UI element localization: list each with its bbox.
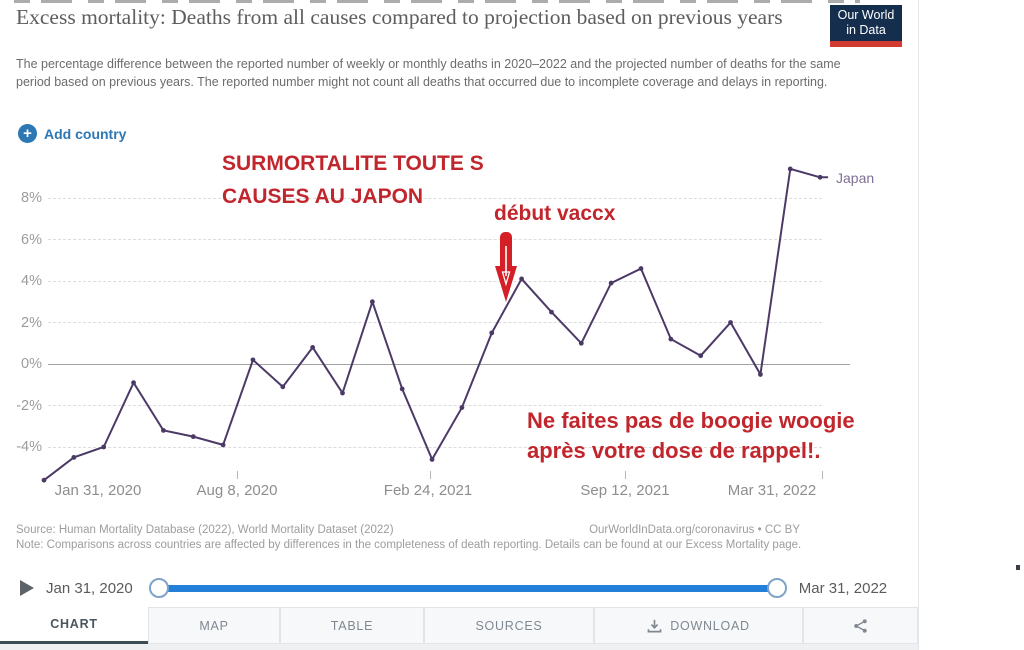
timeline-start-label: Jan 31, 2020: [46, 579, 133, 597]
plus-circle-icon: +: [18, 124, 37, 143]
license-text: OurWorldInData.org/coronavirus • CC BY: [589, 524, 800, 536]
annotation-surmortalite-line2: CAUSES AU JAPON: [222, 185, 424, 208]
timeline-control: Jan 31, 2020 Mar 31, 2022: [0, 573, 918, 603]
y-axis-label: 6%: [21, 231, 42, 248]
y-axis-label: 2%: [21, 314, 42, 331]
owid-logo-line1: Our World: [837, 8, 895, 22]
data-point-marker[interactable]: [519, 276, 524, 282]
vaccination-start-arrow-icon: [495, 232, 517, 302]
tab-label: CHART: [50, 617, 98, 631]
tab-label: DOWNLOAD: [670, 618, 750, 633]
data-point-marker[interactable]: [698, 353, 704, 359]
source-text: Source: Human Mortality Database (2022),…: [16, 524, 394, 536]
timeline-handle-start[interactable]: [148, 578, 169, 598]
owid-grapher-frame: Excess mortality: Deaths from all causes…: [0, 0, 919, 650]
zero-axis-line: [48, 363, 850, 365]
owid-logo-box: Our World in Data: [830, 5, 902, 41]
stray-mark: [1016, 565, 1020, 570]
data-point-marker[interactable]: [41, 477, 47, 483]
data-point-marker[interactable]: [71, 454, 77, 460]
timeline-end-label: Mar 31, 2022: [798, 579, 888, 597]
owid-logo-line2: in Data: [846, 23, 886, 37]
gridline: [48, 446, 822, 448]
data-point-marker[interactable]: [787, 166, 793, 172]
gridline: [48, 405, 822, 406]
timeline-handle-end[interactable]: [766, 578, 787, 598]
data-point-marker[interactable]: [758, 371, 763, 377]
x-axis-label: Feb 24, 2021: [383, 482, 473, 499]
cropped-text-artifact: [14, 0, 860, 3]
x-axis-label: Aug 8, 2020: [196, 482, 278, 499]
data-point-marker[interactable]: [220, 442, 226, 448]
data-point-marker[interactable]: [578, 340, 584, 346]
data-point-marker[interactable]: [399, 386, 405, 392]
annotation-surmortalite-line1: SURMORTALITE TOUTE S: [222, 152, 484, 175]
footer-tab-bar: CHART MAP TABLE SOURCES DOWNLOAD: [0, 607, 918, 644]
x-axis-label: Sep 12, 2021: [580, 482, 670, 499]
tab-sources[interactable]: SOURCES: [424, 607, 594, 644]
x-axis-tick: [625, 471, 626, 479]
y-axis-label: -2%: [16, 397, 42, 414]
timeline-slider[interactable]: [148, 578, 787, 598]
annotation-boogie-line1: Ne faites pas de boogie woogie: [527, 408, 855, 433]
y-axis-label: -4%: [16, 439, 42, 455]
data-point-marker[interactable]: [250, 357, 256, 363]
tab-map[interactable]: MAP: [148, 607, 280, 644]
data-point-marker[interactable]: [101, 444, 107, 450]
x-axis-tick: [237, 471, 238, 479]
data-point-marker[interactable]: [638, 266, 644, 271]
share-icon: [854, 618, 867, 633]
data-point-marker[interactable]: [131, 380, 136, 386]
timeline-track[interactable]: [152, 585, 783, 592]
y-axis-label: 4%: [21, 273, 42, 289]
data-point-marker[interactable]: [340, 390, 345, 396]
y-axis-label: 8%: [21, 190, 42, 206]
add-country-label: Add country: [44, 125, 127, 142]
excess-mortality-line-chart[interactable]: [0, 0, 918, 650]
tab-label: TABLE: [330, 618, 374, 633]
chart-title: Excess mortality: Deaths from all causes…: [16, 5, 783, 29]
tab-label: SOURCES: [475, 618, 543, 633]
data-point-marker[interactable]: [459, 405, 465, 410]
x-axis-tick: [822, 471, 823, 479]
download-icon: [647, 619, 662, 632]
annotation-debut-vaccx: début vaccx: [494, 202, 616, 225]
tab-share[interactable]: [803, 607, 918, 644]
x-axis-label: Mar 31, 2022: [727, 482, 817, 499]
data-point-marker[interactable]: [549, 309, 554, 315]
gridline: [48, 239, 822, 240]
add-country-button[interactable]: + Add country: [18, 124, 126, 143]
gridline: [48, 322, 822, 323]
tab-download[interactable]: DOWNLOAD: [594, 607, 803, 644]
chart-subtitle: The percentage difference between the re…: [16, 57, 841, 89]
data-point-marker[interactable]: [310, 345, 316, 350]
tab-table[interactable]: TABLE: [280, 607, 424, 644]
x-axis-tick: [430, 471, 431, 479]
data-point-marker[interactable]: [161, 428, 166, 433]
tab-chart[interactable]: CHART: [0, 607, 148, 644]
data-point-marker[interactable]: [280, 384, 286, 390]
annotation-boogie-line2: après votre dose de rappel!.: [527, 438, 821, 463]
data-point-marker[interactable]: [608, 280, 614, 286]
tab-label: MAP: [199, 618, 229, 633]
gridline: [48, 197, 822, 199]
owid-logo-red-strip: [830, 41, 902, 47]
x-axis-label: Jan 31, 2020: [54, 482, 142, 499]
owid-logo[interactable]: Our World in Data: [830, 5, 902, 47]
data-point-marker[interactable]: [190, 434, 196, 440]
data-point-marker[interactable]: [489, 330, 495, 336]
y-axis-label: 0%: [21, 356, 42, 372]
gridline: [48, 280, 822, 282]
note-text: Note: Comparisons across countries are a…: [16, 539, 802, 551]
data-point-marker[interactable]: [429, 457, 435, 462]
bottom-strip: [0, 644, 918, 650]
play-icon[interactable]: [20, 580, 34, 596]
series-end-label-japan: Japan: [836, 170, 875, 186]
data-point-marker[interactable]: [728, 320, 733, 325]
data-point-marker[interactable]: [668, 336, 674, 342]
data-point-marker[interactable]: [369, 299, 375, 305]
